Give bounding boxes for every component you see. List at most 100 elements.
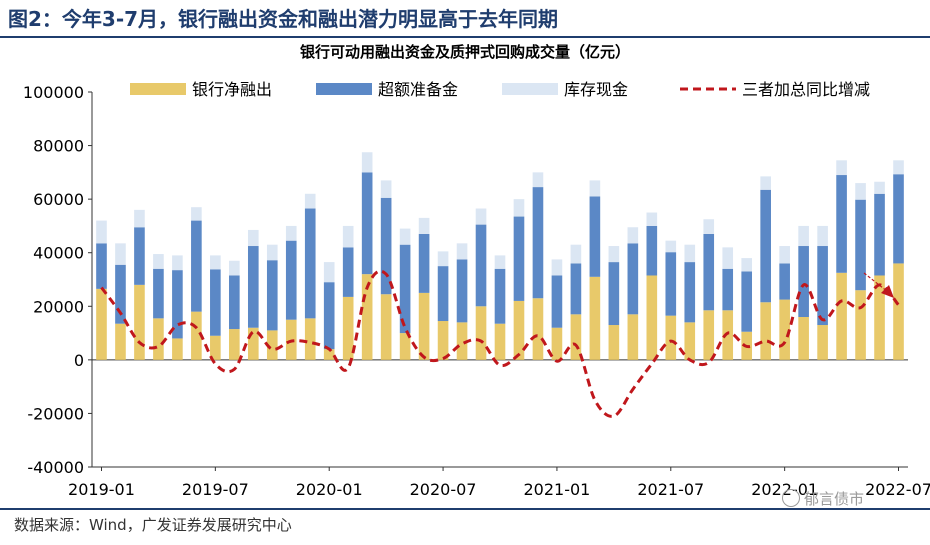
- bar-2021-06-s1: [646, 225, 658, 276]
- bar-2019-01-s0: [96, 288, 107, 360]
- bar-2020-01-s1: [323, 282, 335, 350]
- bar-2019-08-s0: [229, 329, 240, 360]
- bar-2019-07-s1: [210, 269, 221, 336]
- bar-2021-12-s1: [760, 189, 771, 303]
- bar-2021-10-s0: [722, 310, 734, 360]
- bar-2019-10-s2: [266, 244, 278, 261]
- bar-2020-04-s2: [380, 180, 392, 198]
- bar-2020-08-s2: [456, 243, 468, 260]
- x-tick-label: 2019-07: [182, 480, 249, 499]
- bar-2019-12-s2: [304, 193, 316, 209]
- bar-2020-02-s2: [342, 225, 354, 248]
- y-tick-label: 20000: [33, 297, 84, 316]
- bar-2022-04-s1: [836, 175, 847, 273]
- legend-label-0: 银行净融出: [192, 80, 272, 99]
- bar-2019-09-s0: [247, 327, 259, 360]
- bar-2020-12-s0: [532, 298, 544, 360]
- legend-label-1: 超额准备金: [378, 80, 458, 99]
- y-tick-label: 60000: [33, 190, 84, 209]
- bar-2021-08-s0: [684, 322, 696, 360]
- source-note: 数据来源：Wind，广发证券发展研究中心: [14, 516, 292, 534]
- x-tick-label: 2020-01: [296, 480, 363, 499]
- watermark: 郁言债市: [782, 488, 864, 509]
- watermark-text: 郁言债市: [804, 490, 865, 508]
- bar-2021-04-s1: [608, 262, 620, 326]
- y-tick-label: 100000: [23, 83, 84, 102]
- bar-2021-01-s1: [551, 275, 563, 328]
- line-series-yoy: [100, 269, 900, 418]
- bar-2019-10-s0: [266, 330, 278, 360]
- x-tick-label: 2020-07: [410, 480, 477, 499]
- bar-2020-05-s2: [399, 228, 411, 245]
- bar-2019-03-s1: [134, 227, 145, 285]
- bar-2019-08-s1: [229, 275, 240, 330]
- legend-swatch-1: [316, 83, 372, 95]
- bar-2021-03-s0: [589, 276, 601, 360]
- bar-2022-04-s2: [836, 160, 847, 176]
- bar-2020-08-s0: [456, 322, 468, 360]
- bar-2021-10-s2: [722, 247, 734, 269]
- bar-2022-06-s2: [874, 181, 885, 194]
- bar-2020-01-s0: [323, 349, 335, 360]
- bar-2019-06-s1: [191, 220, 202, 312]
- bar-2019-09-s1: [247, 246, 259, 328]
- bar-2021-11-s1: [741, 271, 753, 332]
- bar-2021-02-s1: [570, 263, 582, 315]
- bar-2020-11-s1: [513, 216, 525, 301]
- bar-2019-03-s2: [134, 209, 145, 228]
- bar-2021-07-s0: [665, 315, 677, 360]
- bar-2019-08-s2: [229, 260, 240, 276]
- bar-2020-11-s0: [513, 300, 525, 360]
- legend-label-3: 三者加总同比增减: [742, 80, 870, 99]
- bar-2022-07-s2: [893, 160, 904, 175]
- bar-2020-01-s2: [323, 262, 335, 283]
- x-tick-label: 2022-01: [751, 480, 818, 499]
- bar-2019-02-s0: [115, 323, 126, 360]
- axis-layer: -40000 -20000 0 20000 40000 60000 80000 100000 2…: [23, 83, 930, 499]
- bar-2020-04-s1: [380, 197, 392, 295]
- bar-2022-05-s1: [855, 199, 866, 291]
- bar-2019-02-s1: [115, 264, 126, 324]
- bar-2021-05-s1: [627, 243, 639, 315]
- bar-2019-03-s0: [134, 284, 145, 360]
- bar-2020-11-s2: [513, 199, 525, 217]
- bar-2021-01-s2: [551, 259, 563, 276]
- line-layer: [100, 269, 900, 418]
- bar-2019-01-s2: [96, 220, 107, 244]
- bar-2021-05-s0: [627, 314, 639, 360]
- x-tick-label: 2021-07: [637, 480, 704, 499]
- legend-swatch-0: [130, 83, 186, 95]
- arrow-annotation: [863, 272, 889, 293]
- bar-2022-01-s0: [779, 299, 790, 360]
- bar-2019-05-s0: [172, 338, 183, 360]
- bar-2019-04-s1: [153, 268, 164, 319]
- bar-2021-04-s2: [608, 246, 620, 263]
- bar-2021-08-s1: [684, 262, 696, 323]
- arrow-head: [881, 285, 894, 298]
- bar-2020-09-s0: [475, 306, 487, 360]
- bar-2020-06-s1: [418, 233, 430, 293]
- bar-2020-02-s0: [342, 296, 354, 360]
- bar-2022-02-s0: [798, 317, 809, 360]
- bar-2021-03-s2: [589, 180, 601, 197]
- bar-2021-06-s0: [646, 275, 658, 360]
- chart-title: 银行可动用融出资金及质押式回购成交量（亿元）: [299, 43, 630, 61]
- bar-2020-10-s0: [494, 323, 506, 360]
- bar-2020-07-s2: [437, 251, 449, 267]
- bar-2019-12-s1: [304, 208, 316, 319]
- y-tick-label: -20000: [27, 404, 84, 423]
- bar-2019-11-s2: [285, 225, 297, 241]
- bar-2019-11-s1: [285, 240, 297, 320]
- bar-layer: [96, 152, 904, 360]
- bar-2022-05-s0: [855, 290, 866, 360]
- bar-2022-02-s1: [798, 246, 809, 317]
- bar-2022-04-s0: [836, 272, 847, 360]
- legend-label-2: 库存现金: [564, 80, 628, 99]
- bar-2019-07-s0: [210, 335, 221, 360]
- bar-2020-12-s1: [532, 187, 544, 299]
- bar-2020-06-s2: [418, 217, 430, 234]
- bar-2019-06-s2: [191, 207, 202, 221]
- bar-2022-07-s0: [893, 263, 904, 360]
- bar-2020-08-s1: [456, 259, 468, 323]
